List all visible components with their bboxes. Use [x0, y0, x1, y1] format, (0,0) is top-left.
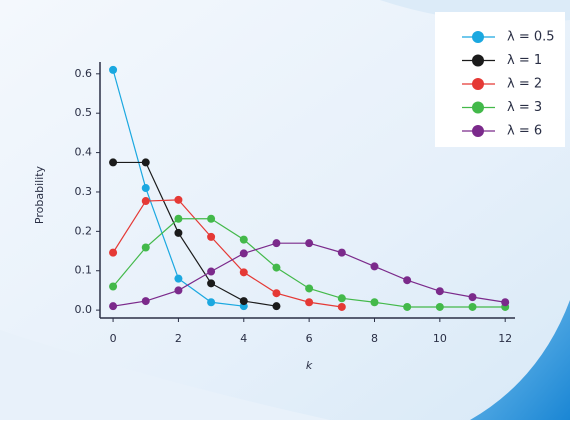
x-axis-label: k [306, 359, 313, 372]
y-tick-label: 0.4 [75, 146, 93, 159]
legend: λ = 0.5 λ = 1 λ = 2 λ = 3 λ = 6 [435, 12, 565, 147]
x-tick-label: 0 [110, 332, 117, 345]
legend-marker [472, 78, 484, 90]
legend-marker [472, 125, 484, 137]
y-axis-label: Probability [33, 165, 46, 224]
data-point [207, 232, 216, 241]
data-point [272, 289, 281, 298]
data-point [468, 302, 477, 311]
data-point [141, 158, 150, 167]
data-point [403, 276, 412, 285]
data-point [207, 279, 216, 288]
data-point [337, 294, 346, 303]
plot-area: Probability k 0.0 0.1 0.2 0.3 0.4 0.5 0.6 0 2 4 6 8… [33, 62, 515, 372]
data-point [141, 297, 150, 306]
x-tick-label: 12 [498, 332, 512, 345]
data-point [337, 248, 346, 257]
data-point [207, 214, 216, 223]
y-tick-label: 0.6 [75, 67, 93, 80]
data-point [272, 302, 281, 311]
legend-marker [472, 54, 484, 67]
legend-box [435, 12, 565, 147]
series-line [113, 161, 277, 307]
data-point [239, 235, 248, 244]
data-point [109, 65, 118, 74]
data-point [403, 302, 412, 311]
legend-marker [472, 31, 484, 43]
decor-corner [470, 300, 570, 420]
data-point [435, 287, 444, 296]
data-point [468, 293, 477, 302]
decor-wave [0, 330, 330, 420]
data-point [370, 262, 379, 271]
data-point [174, 228, 183, 237]
data-point [174, 286, 183, 295]
legend-label: λ = 6 [507, 124, 542, 139]
data-point [174, 195, 183, 204]
data-point [239, 268, 248, 277]
data-point [337, 302, 346, 311]
x-tick-label: 6 [306, 332, 313, 345]
data-point [272, 263, 281, 272]
series-line [112, 199, 342, 308]
data-point [141, 243, 150, 252]
data-point [435, 302, 444, 311]
data-point [109, 282, 118, 291]
y-tick-label: 0.5 [75, 106, 93, 119]
y-tick-label: 0.3 [75, 185, 93, 198]
legend-label: λ = 2 [507, 77, 542, 92]
data-point [109, 248, 118, 257]
data-point [305, 284, 314, 293]
y-tick-label: 0.0 [75, 303, 93, 316]
x-tick-label: 8 [371, 332, 378, 345]
data-point [174, 214, 183, 223]
legend-label: λ = 3 [507, 100, 542, 115]
data-point [109, 302, 118, 311]
data-point [141, 197, 150, 206]
y-tick-label: 0.2 [75, 224, 93, 237]
legend-label: λ = 0.5 [507, 30, 555, 45]
data-point [207, 267, 216, 276]
data-point [272, 239, 281, 248]
data-point [370, 298, 379, 307]
x-tick-label: 2 [175, 332, 182, 345]
data-point [141, 184, 150, 193]
data-point [305, 298, 314, 307]
data-point [239, 297, 248, 306]
x-tick-label: 4 [240, 332, 247, 345]
data-point [501, 298, 510, 307]
data-point [207, 298, 216, 307]
data-point [109, 158, 118, 167]
y-tick-label: 0.1 [75, 264, 93, 277]
legend-marker [472, 101, 484, 114]
data-point [305, 239, 314, 248]
legend-label: λ = 1 [507, 53, 542, 68]
data-point [239, 249, 248, 258]
x-tick-label: 10 [433, 332, 447, 345]
data-point [174, 274, 183, 283]
